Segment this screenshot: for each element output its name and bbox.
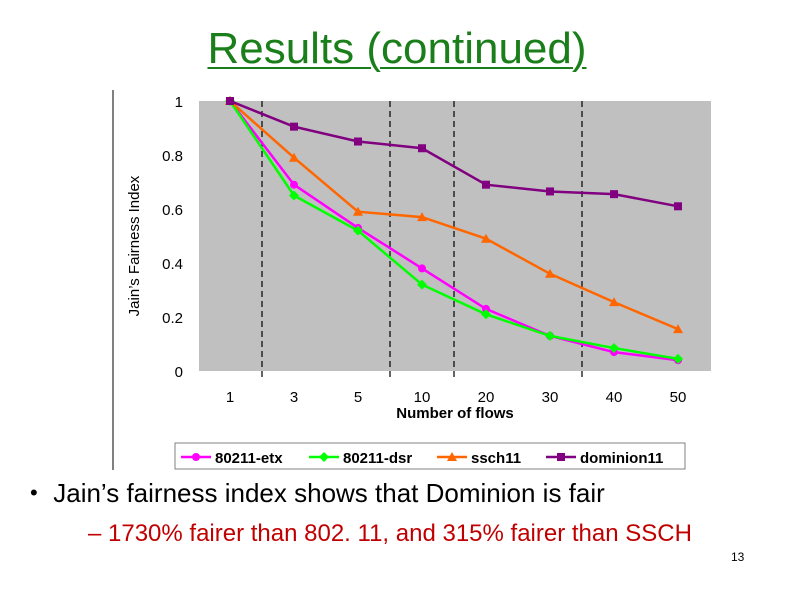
y-tick-label: 0.6 bbox=[162, 202, 183, 219]
legend-item-80211-dsr: 80211-dsr bbox=[309, 450, 412, 467]
legend-label: dominion11 bbox=[580, 450, 663, 467]
data-point bbox=[482, 304, 490, 313]
series-line bbox=[228, 100, 679, 361]
data-point bbox=[557, 453, 565, 461]
data-point bbox=[610, 190, 618, 199]
legend-box bbox=[174, 442, 686, 470]
y-tick-label: 0.8 bbox=[162, 148, 183, 165]
data-point bbox=[417, 279, 427, 290]
x-tick-label: 1 bbox=[226, 389, 234, 406]
legend-label: 80211-etx bbox=[215, 450, 283, 467]
data-point bbox=[545, 268, 555, 278]
data-point bbox=[609, 343, 619, 354]
x-tick-label: 50 bbox=[670, 389, 687, 406]
x-tick-label: 5 bbox=[354, 389, 362, 406]
data-point bbox=[289, 152, 299, 162]
y-tick-label: 0.2 bbox=[162, 310, 183, 327]
legend-item-ssch11: ssch11 bbox=[437, 450, 521, 467]
x-axis-label: Number of flows bbox=[396, 405, 514, 422]
data-point bbox=[417, 212, 427, 222]
series-ssch11 bbox=[225, 96, 683, 334]
data-point bbox=[353, 225, 363, 236]
bullet-item: • Jain’s fairness index shows that Domin… bbox=[30, 478, 605, 509]
data-point bbox=[418, 264, 426, 273]
chart-frame: 0 0.2 0.4 0.6 0.8 1 Jain’s Fairness Index 1 3 5 10… bbox=[112, 90, 711, 470]
data-point bbox=[447, 452, 457, 461]
data-point bbox=[353, 206, 363, 216]
data-point bbox=[192, 453, 200, 461]
x-tick-label: 20 bbox=[478, 389, 495, 406]
data-point bbox=[673, 324, 683, 334]
data-point bbox=[609, 297, 619, 307]
x-tick-label: 40 bbox=[606, 389, 623, 406]
y-tick-label: 1 bbox=[175, 94, 183, 111]
data-point bbox=[545, 330, 555, 341]
data-point bbox=[482, 180, 490, 189]
series-line bbox=[229, 99, 679, 208]
plot-background bbox=[199, 101, 711, 371]
data-point bbox=[546, 187, 554, 196]
slide-title: Results (continued) bbox=[207, 24, 587, 73]
data-point bbox=[418, 144, 426, 153]
data-point bbox=[481, 309, 491, 320]
y-tick-label: 0.4 bbox=[162, 256, 183, 273]
x-tick-label: 30 bbox=[542, 389, 559, 406]
plot-area bbox=[225, 96, 683, 379]
series-line bbox=[229, 100, 679, 331]
page-number: 13 bbox=[731, 550, 745, 564]
legend-label: 80211-dsr bbox=[343, 450, 412, 467]
data-point bbox=[674, 202, 682, 211]
series-dominion11 bbox=[226, 97, 682, 211]
data-point bbox=[673, 353, 683, 364]
sub-bullet-item: – 1730% fairer than 802. 11, and 315% fa… bbox=[88, 520, 692, 547]
legend-label: ssch11 bbox=[471, 450, 521, 467]
sub-bullet-text: 1730% fairer than 802. 11, and 315% fair… bbox=[108, 520, 692, 547]
x-tick-label: 3 bbox=[290, 389, 298, 406]
data-point bbox=[290, 122, 298, 131]
data-point bbox=[290, 180, 298, 189]
data-point bbox=[319, 452, 329, 462]
data-point bbox=[481, 233, 491, 243]
y-axis-label: Jain’s Fairness Index bbox=[126, 175, 143, 316]
data-point bbox=[289, 190, 299, 201]
legend-item-80211-etx: 80211-etx bbox=[181, 450, 283, 467]
bullet-text: Jain’s fairness index shows that Dominio… bbox=[53, 478, 605, 508]
series-line bbox=[229, 100, 679, 362]
y-tick-label: 0 bbox=[175, 364, 183, 381]
data-point bbox=[354, 137, 362, 146]
legend-item-dominion11: dominion11 bbox=[546, 450, 663, 467]
chart-legend: 80211-etx 80211-dsr ssch11 dominion11 bbox=[174, 442, 686, 470]
data-point bbox=[226, 97, 234, 105]
bullet-icon: • bbox=[30, 480, 38, 505]
x-tick-label: 10 bbox=[414, 389, 431, 406]
